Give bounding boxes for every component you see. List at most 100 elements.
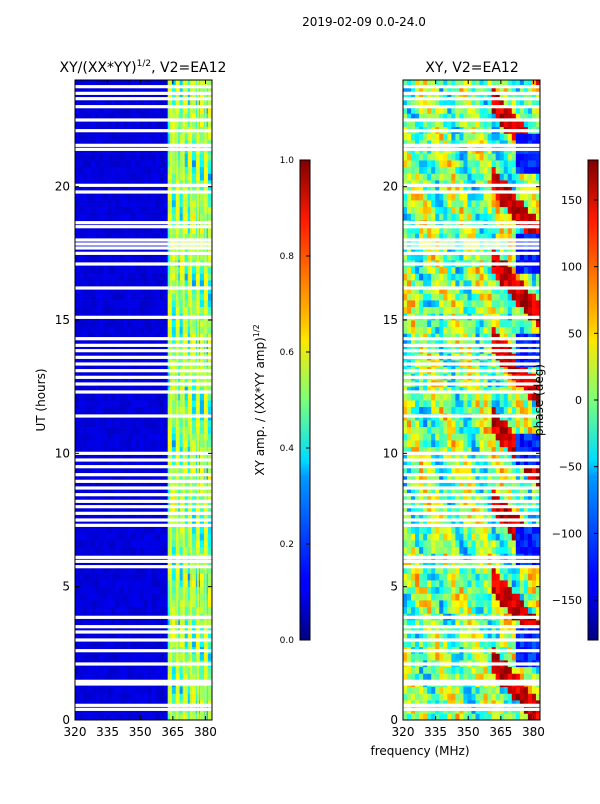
heatmap-cell xyxy=(200,667,204,674)
heatmap-cell xyxy=(411,580,415,587)
heatmap-cell xyxy=(91,673,95,680)
heatmap-cell xyxy=(135,153,139,160)
heatmap-cell xyxy=(75,400,79,407)
heatmap-cell xyxy=(135,393,139,400)
heatmap-cell xyxy=(123,713,127,720)
heatmap-cell xyxy=(83,393,87,400)
heatmap-cell xyxy=(439,600,443,607)
heatmap-cell xyxy=(415,587,419,594)
heatmap-cell xyxy=(135,207,139,214)
data-gap xyxy=(75,97,212,100)
heatmap-cell xyxy=(103,133,107,140)
heatmap-cell xyxy=(512,693,516,700)
heatmap-cell xyxy=(123,433,127,440)
heatmap-cell xyxy=(152,293,156,300)
heatmap-cell xyxy=(516,687,520,694)
heatmap-cell xyxy=(447,687,451,694)
heatmap-cell xyxy=(403,547,407,554)
heatmap-cell xyxy=(164,440,168,447)
heatmap-cell xyxy=(447,433,451,440)
heatmap-cell xyxy=(75,327,79,334)
heatmap-cell xyxy=(152,713,156,720)
heatmap-cell xyxy=(152,167,156,174)
heatmap-cell xyxy=(156,533,160,540)
heatmap-cell xyxy=(427,667,431,674)
heatmap-cell xyxy=(480,427,484,434)
heatmap-cell xyxy=(135,193,139,200)
heatmap-cell xyxy=(156,133,160,140)
heatmap-cell xyxy=(87,200,91,207)
heatmap-cell xyxy=(431,573,435,580)
heatmap-cell xyxy=(164,200,168,207)
heatmap-cell xyxy=(419,540,423,547)
heatmap-cell xyxy=(472,407,476,414)
heatmap-cell xyxy=(115,440,119,447)
heatmap-cell xyxy=(95,540,99,547)
heatmap-cell xyxy=(524,673,528,680)
heatmap-cell xyxy=(467,687,471,694)
heatmap-cell xyxy=(127,160,131,167)
heatmap-cell xyxy=(95,267,99,274)
heatmap-cell xyxy=(508,427,512,434)
heatmap-cell xyxy=(107,320,111,327)
heatmap-cell xyxy=(119,133,123,140)
heatmap-cell xyxy=(200,200,204,207)
heatmap-cell xyxy=(83,213,87,220)
heatmap-cell xyxy=(480,693,484,700)
heatmap-cell xyxy=(172,200,176,207)
heatmap-cell xyxy=(512,433,516,440)
heatmap-cell xyxy=(520,407,524,414)
heatmap-cell xyxy=(419,580,423,587)
heatmap-cell xyxy=(107,547,111,554)
heatmap-cell xyxy=(463,580,467,587)
heatmap-cell xyxy=(455,427,459,434)
heatmap-cell xyxy=(156,527,160,534)
heatmap-cell xyxy=(172,393,176,400)
heatmap-cell xyxy=(144,160,148,167)
heatmap-cell xyxy=(75,533,79,540)
heatmap-cell xyxy=(115,280,119,287)
heatmap-cell xyxy=(451,713,455,720)
phase-chart-title: XY, V2=EA12 xyxy=(425,60,519,76)
heatmap-cell xyxy=(164,687,168,694)
heatmap-cell xyxy=(144,600,148,607)
heatmap-cell xyxy=(87,547,91,554)
heatmap-cell xyxy=(131,133,135,140)
heatmap-cell xyxy=(476,693,480,700)
heatmap-cell xyxy=(512,547,516,554)
heatmap-cell xyxy=(500,420,504,427)
heatmap-cell xyxy=(127,667,131,674)
heatmap-cell xyxy=(119,300,123,307)
heatmap-cell xyxy=(451,687,455,694)
heatmap-cell xyxy=(99,540,103,547)
heatmap-cell xyxy=(431,433,435,440)
heatmap-cell xyxy=(172,433,176,440)
heatmap-cell xyxy=(119,593,123,600)
heatmap-cell xyxy=(172,420,176,427)
heatmap-cell xyxy=(139,173,143,180)
heatmap-cell xyxy=(520,547,524,554)
heatmap-cell xyxy=(123,547,127,554)
heatmap-cell xyxy=(99,307,103,314)
heatmap-cell xyxy=(91,607,95,614)
heatmap-cell xyxy=(423,673,427,680)
heatmap-cell xyxy=(83,607,87,614)
heatmap-cell xyxy=(403,607,407,614)
heatmap-cell xyxy=(91,547,95,554)
heatmap-cell xyxy=(156,400,160,407)
heatmap-cell xyxy=(160,160,164,167)
heatmap-cell xyxy=(403,580,407,587)
heatmap-cell xyxy=(79,667,83,674)
heatmap-cell xyxy=(427,600,431,607)
heatmap-cell xyxy=(435,427,439,434)
heatmap-cell xyxy=(403,687,407,694)
heatmap-cell xyxy=(467,573,471,580)
heatmap-cell xyxy=(160,213,164,220)
heatmap-cell xyxy=(139,687,143,694)
heatmap-cell xyxy=(200,273,204,280)
heatmap-cell xyxy=(480,653,484,660)
heatmap-cell xyxy=(484,580,488,587)
heatmap-cell xyxy=(115,300,119,307)
heatmap-cell xyxy=(192,420,196,427)
heatmap-cell xyxy=(508,587,512,594)
